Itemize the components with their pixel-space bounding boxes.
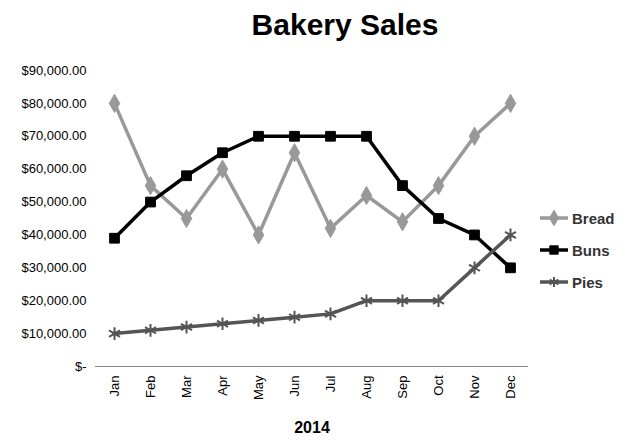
svg-text:$10,000.00: $10,000.00 xyxy=(21,326,86,341)
svg-text:Nov: Nov xyxy=(467,375,482,399)
svg-text:Jul: Jul xyxy=(323,375,338,392)
svg-text:$30,000.00: $30,000.00 xyxy=(21,260,86,275)
svg-text:Aug: Aug xyxy=(359,376,374,399)
svg-text:$20,000.00: $20,000.00 xyxy=(21,293,86,308)
html-text:Buns: Buns xyxy=(572,241,610,259)
svg-text:$80,000.00: $80,000.00 xyxy=(21,96,86,111)
svg-text:Mar: Mar xyxy=(179,375,194,398)
svg-text:Feb: Feb xyxy=(143,376,158,398)
svg-text:$90,000.00: $90,000.00 xyxy=(21,63,86,78)
svg-text:Oct: Oct xyxy=(431,375,446,396)
svg-text:$60,000.00: $60,000.00 xyxy=(21,161,86,176)
html-text:Bread: Bread xyxy=(572,209,615,227)
svg-text:Sep: Sep xyxy=(395,376,410,399)
html-text:Pies: Pies xyxy=(572,273,603,291)
svg-text:$70,000.00: $70,000.00 xyxy=(21,128,86,143)
svg-text:$40,000.00: $40,000.00 xyxy=(21,227,86,242)
svg-text:May: May xyxy=(251,375,266,400)
svg-text:$50,000.00: $50,000.00 xyxy=(21,194,86,209)
svg-text:Jun: Jun xyxy=(287,376,302,397)
html-text:Bakery Sales: Bakery Sales xyxy=(251,8,439,41)
svg-text:Dec: Dec xyxy=(503,375,518,399)
svg-text:2014: 2014 xyxy=(294,419,330,436)
svg-text:$-: $- xyxy=(75,359,87,374)
svg-text:Jan: Jan xyxy=(107,376,122,397)
svg-text:Apr: Apr xyxy=(215,375,230,396)
